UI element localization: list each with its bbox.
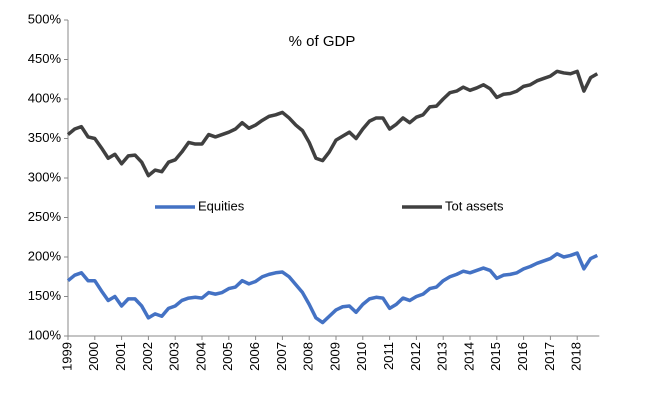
x-tick-label: 2018 xyxy=(569,342,584,371)
legend-label: Tot assets xyxy=(445,198,504,213)
x-tick-label: 2013 xyxy=(435,342,450,371)
y-tick-label: 200% xyxy=(28,248,62,263)
y-tick-label: 100% xyxy=(28,327,62,342)
x-tick-label: 2005 xyxy=(220,342,235,371)
x-tick-label: 2002 xyxy=(140,342,155,371)
x-tick-label: 1999 xyxy=(59,342,74,371)
x-tick-label: 2000 xyxy=(86,342,101,371)
x-tick-label: 2015 xyxy=(488,342,503,371)
y-tick-label: 500% xyxy=(28,11,62,26)
x-tick-label: 2010 xyxy=(354,342,369,371)
x-tick-label: 2006 xyxy=(247,342,262,371)
y-tick-label: 300% xyxy=(28,169,62,184)
x-tick-label: 2016 xyxy=(515,342,530,371)
x-tick-label: 2014 xyxy=(461,342,476,371)
line-series xyxy=(66,251,599,325)
x-tick-label: 2004 xyxy=(193,342,208,371)
y-tick-label: 400% xyxy=(28,90,62,105)
x-tick-label: 2003 xyxy=(167,342,182,371)
x-tick-label: 2017 xyxy=(542,342,557,371)
x-tick-label: 2007 xyxy=(274,342,289,371)
y-tick-label: 450% xyxy=(28,51,62,66)
y-tick-label: 250% xyxy=(28,209,62,224)
x-tick-label: 2001 xyxy=(113,342,128,371)
x-tick-label: 2011 xyxy=(381,342,396,370)
x-tick-label: 2012 xyxy=(408,342,423,371)
x-tick-label: 2009 xyxy=(327,342,342,371)
line-series xyxy=(66,69,599,178)
y-tick-label: 350% xyxy=(28,130,62,145)
x-tick-label: 2008 xyxy=(301,342,316,371)
legend-label: Equities xyxy=(198,198,245,213)
chart-title: % of GDP xyxy=(289,33,356,50)
y-tick-label: 150% xyxy=(28,288,62,303)
